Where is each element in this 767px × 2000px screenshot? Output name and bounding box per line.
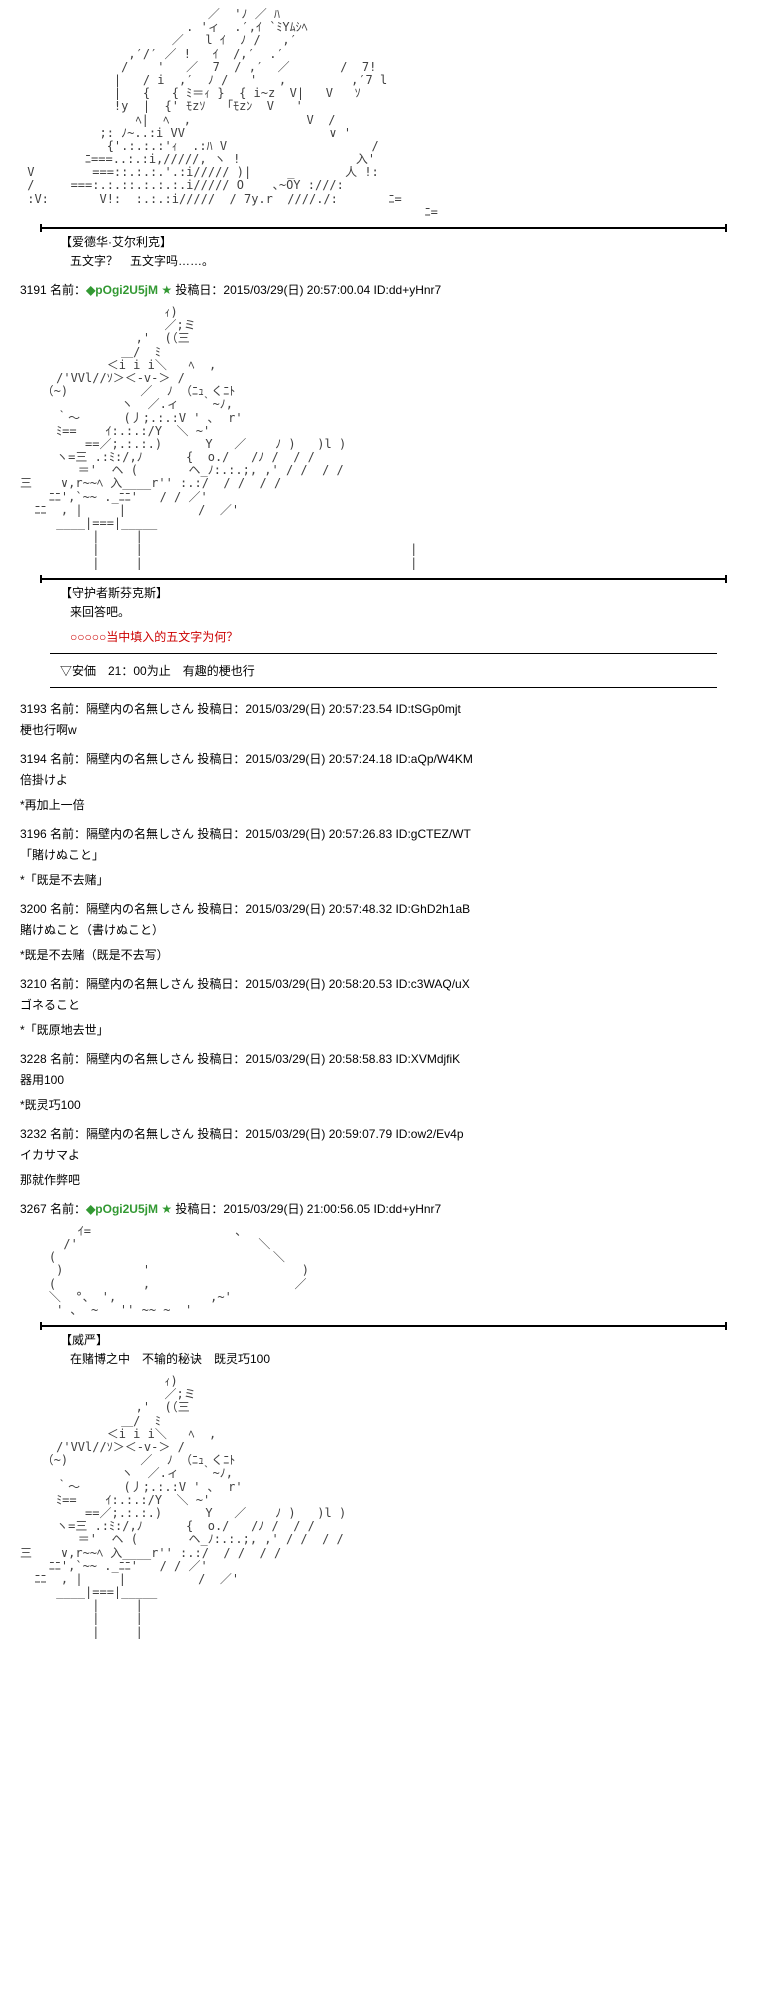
post-body-3200-2: *既是不去赌（既是不去写） xyxy=(20,946,747,963)
dialogue-sphinx-2: ○○○○○当中填入的五文字为何？ xyxy=(70,628,747,645)
post-meta: 投稿日：2015/03/29(日) 20:57:00.04 ID:dd+yHnr… xyxy=(172,283,441,297)
ascii-art-edward: ／ 'ﾉ ／ ﾊ . 'ィ .′,ｲ `ﾐYﾑｼﾍ ／ l ｲ ﾉ / ,′ ,… xyxy=(20,8,747,219)
ascii-art-sphinx-1: ｨ) ／;ミ ,' (（三 ＿/ ﾐ ＜i i i＼ ﾍ , /'VVl//ｿ＞… xyxy=(20,306,747,570)
divider xyxy=(40,1325,727,1327)
post-number: 3267 xyxy=(20,1202,47,1216)
dialogue-edward: 五文字？ 五文字吗……。 xyxy=(70,252,747,269)
post-body-3200-1: 賭けぬこと（書けぬこと） xyxy=(20,921,747,938)
ascii-art-sphinx-2: ｨ) ／;ミ ,' (（三 ＿/ ﾐ ＜i i i＼ ﾍ , /'VVl//ｿ＞… xyxy=(20,1375,747,1639)
post-body-3232-1: イカサマよ xyxy=(20,1146,747,1163)
post-body-3228-2: *既灵巧100 xyxy=(20,1096,747,1113)
post-body-3232-2: 那就作弊吧 xyxy=(20,1171,747,1188)
post-body-3194-1: 倍掛けよ xyxy=(20,771,747,788)
post-number: 3191 xyxy=(20,283,47,297)
anka-note: ▽安価 21：00为止 有趣的梗也行 xyxy=(60,662,747,679)
post-body-3228-1: 器用100 xyxy=(20,1071,747,1088)
post-header-3200: 3200 名前：隔壁内の名無しさん 投稿日：2015/03/29(日) 20:5… xyxy=(20,900,747,917)
post-header-3210: 3210 名前：隔壁内の名無しさん 投稿日：2015/03/29(日) 20:5… xyxy=(20,975,747,992)
character-name-edward: 【爱德华·艾尔利克】 xyxy=(60,233,747,250)
section-divider xyxy=(50,687,717,688)
tripcode: ◆pOgi2U5jM xyxy=(86,283,158,297)
tripcode: ◆pOgi2U5jM xyxy=(86,1202,158,1216)
post-body-3210-1: ゴネること xyxy=(20,996,747,1013)
post-header-3232: 3232 名前：隔壁内の名無しさん 投稿日：2015/03/29(日) 20:5… xyxy=(20,1125,747,1142)
post-header-3267: 3267 名前：◆pOgi2U5jM ★ 投稿日：2015/03/29(日) 2… xyxy=(20,1200,747,1217)
character-name-sphinx: 【守护者斯芬克斯】 xyxy=(60,584,747,601)
star-icon: ★ xyxy=(161,1202,172,1216)
post-header-3196: 3196 名前：隔壁内の名無しさん 投稿日：2015/03/29(日) 20:5… xyxy=(20,825,747,842)
post-header-3228: 3228 名前：隔壁内の名無しさん 投稿日：2015/03/29(日) 20:5… xyxy=(20,1050,747,1067)
ascii-art-ditto: ｲ= ､ /' ＼ ( ＼ ) ' ) ( , ／ ＼ °、 ', xyxy=(20,1225,747,1317)
post-meta: 投稿日：2015/03/29(日) 21:00:56.05 ID:dd+yHnr… xyxy=(172,1202,441,1216)
post-header-3194: 3194 名前：隔壁内の名無しさん 投稿日：2015/03/29(日) 20:5… xyxy=(20,750,747,767)
post-body-3193: 梗也行啊w xyxy=(20,721,747,738)
post-header-3193: 3193 名前：隔壁内の名無しさん 投稿日：2015/03/29(日) 20:5… xyxy=(20,700,747,717)
post-body-3196-1: 「賭けぬこと」 xyxy=(20,846,747,863)
divider xyxy=(40,227,727,229)
star-icon: ★ xyxy=(161,283,172,297)
section-divider xyxy=(50,653,717,654)
post-body-3194-2: *再加上一倍 xyxy=(20,796,747,813)
divider xyxy=(40,578,727,580)
name-prefix: 名前： xyxy=(50,1202,86,1216)
post-header-3191: 3191 名前：◆pOgi2U5jM ★ 投稿日：2015/03/29(日) 2… xyxy=(20,281,747,298)
dialogue-sphinx-1: 来回答吧。 xyxy=(70,603,747,620)
post-body-3196-2: *「既是不去赌」 xyxy=(20,871,747,888)
post-body-3210-2: *「既原地去世」 xyxy=(20,1021,747,1038)
name-prefix: 名前： xyxy=(50,283,86,297)
character-name-dignity: 【威严】 xyxy=(60,1331,747,1348)
dialogue-dignity: 在赌博之中 不输的秘诀 既灵巧100 xyxy=(70,1350,747,1367)
